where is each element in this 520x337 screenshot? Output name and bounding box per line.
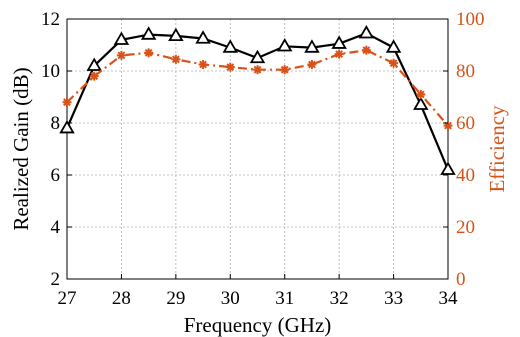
x-tick-label: 28 xyxy=(112,288,131,309)
left-y-tick-label: 4 xyxy=(51,217,61,238)
gain-point xyxy=(222,39,239,53)
x-tick-label: 31 xyxy=(275,288,294,309)
gain-point xyxy=(304,39,320,53)
x-tick-label: 32 xyxy=(330,288,349,309)
efficiency-point xyxy=(361,45,371,55)
efficiency-series xyxy=(62,45,453,131)
efficiency-point xyxy=(307,60,317,69)
right-y-tick-label: 20 xyxy=(456,217,475,238)
x-axis-label: Frequency (GHz) xyxy=(184,313,332,337)
right-y-axis-label: Efficiency xyxy=(485,105,509,193)
efficiency-point xyxy=(116,50,126,60)
efficiency-point xyxy=(389,58,399,68)
right-y-tick-label: 60 xyxy=(456,113,475,134)
plot-frame xyxy=(66,18,449,280)
star-stroke xyxy=(199,60,207,69)
star-stroke xyxy=(389,59,398,68)
star-stroke xyxy=(335,50,344,58)
star-stroke xyxy=(444,121,452,130)
star-stroke xyxy=(280,65,289,74)
gain-point xyxy=(385,39,402,53)
left-y-tick-label: 10 xyxy=(41,61,60,82)
x-tick-label: 27 xyxy=(58,288,77,309)
gain-point xyxy=(59,119,75,134)
series xyxy=(59,24,456,175)
star-stroke xyxy=(90,72,99,81)
right-y-tick-label: 40 xyxy=(456,165,475,186)
star-stroke xyxy=(117,51,126,60)
left-y-tick-label: 6 xyxy=(51,165,61,186)
efficiency-point xyxy=(253,65,262,75)
star-stroke xyxy=(416,90,425,99)
ticks: 27 28 29 30 31 32 33 34 2 4 6 8 10 12 0 20 40 60 80 100 xyxy=(41,9,485,309)
efficiency-point xyxy=(144,48,154,58)
gain-point xyxy=(249,49,266,64)
star-stroke xyxy=(226,63,235,71)
gain-series xyxy=(59,24,456,175)
gain-point xyxy=(413,96,429,110)
efficiency-point xyxy=(416,89,426,99)
efficiency-point xyxy=(334,49,344,59)
gain-point xyxy=(358,24,375,39)
gain-point xyxy=(195,30,211,44)
left-y-tick-label: 8 xyxy=(51,113,61,134)
left-y-tick-label: 12 xyxy=(41,9,60,30)
gain-point xyxy=(86,57,102,71)
star-stroke xyxy=(144,48,153,57)
efficiency-point xyxy=(198,60,208,69)
x-tick-label: 33 xyxy=(384,288,403,309)
star-stroke xyxy=(171,55,180,64)
left-y-axis-label: Realized Gain (dB) xyxy=(9,67,33,230)
left-y-tick-label: 2 xyxy=(51,269,61,290)
right-y-tick-label: 0 xyxy=(456,269,466,290)
right-y-tick-label: 80 xyxy=(456,61,475,82)
gain-point xyxy=(440,161,456,175)
gain-point xyxy=(331,35,347,49)
efficiency-point xyxy=(225,62,235,72)
x-tick-label: 29 xyxy=(166,288,185,309)
efficiency-point xyxy=(62,97,72,107)
star-stroke xyxy=(253,65,262,74)
x-tick-label: 34 xyxy=(439,288,459,309)
efficiency-point xyxy=(443,121,453,131)
gain-point xyxy=(276,37,293,52)
gain-point xyxy=(168,27,184,42)
right-y-tick-label: 100 xyxy=(456,9,485,30)
x-tick-label: 30 xyxy=(221,288,240,309)
star-stroke xyxy=(63,98,71,107)
gain-point xyxy=(113,31,130,45)
efficiency-point xyxy=(280,65,290,75)
star-stroke xyxy=(362,46,371,55)
efficiency-point xyxy=(89,71,99,81)
gain-point xyxy=(140,26,157,40)
efficiency-point xyxy=(171,54,181,64)
star-stroke xyxy=(308,60,316,69)
